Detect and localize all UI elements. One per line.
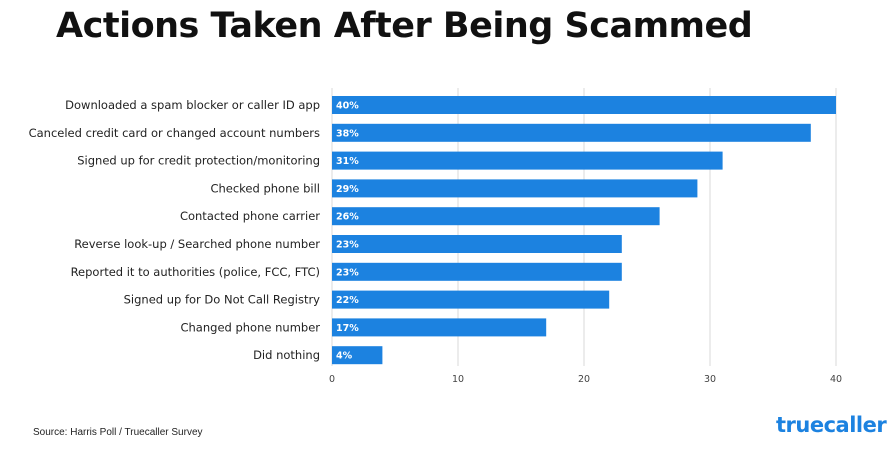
bar-value-label: 22% [336,295,359,306]
category-label: Contacted phone carrier [180,209,320,223]
bar-value-label: 26% [336,212,359,223]
bar-value-label: 31% [336,156,359,167]
x-tick-label: 10 [452,374,464,385]
bar [332,123,811,142]
bar-value-label: 23% [336,267,359,278]
bar [332,151,723,170]
category-label: Reported it to authorities (police, FCC,… [71,265,320,279]
category-label: Downloaded a spam blocker or caller ID a… [65,98,320,112]
bar [332,318,547,337]
bar [332,290,610,309]
bar-value-label: 23% [336,240,359,251]
x-tick-label: 40 [830,374,842,385]
truecaller-logo: truecaller [776,413,887,437]
bar-value-label: 40% [336,101,359,112]
bar [332,235,622,253]
category-label: Checked phone bill [210,181,320,195]
category-label: Signed up for Do Not Call Registry [124,293,321,307]
bar [332,346,383,365]
x-tick-label: 20 [578,374,590,385]
category-label: Reverse look-up / Searched phone number [74,237,320,251]
category-label: Canceled credit card or changed account … [29,126,320,140]
bar-value-label: 17% [336,323,359,334]
bar [332,96,836,114]
x-tick-label: 0 [329,374,335,385]
bars: 40% 38% 31% 29% 26% 23% 23% 22% 17% 4% [332,96,836,365]
category-label: Changed phone number [180,320,320,334]
bar-value-label: 29% [336,184,359,195]
source-note: Source: Harris Poll / Truecaller Survey [33,427,203,438]
bar [332,207,660,226]
category-labels: Downloaded a spam blocker or caller ID a… [29,98,321,362]
category-label: Did nothing [253,348,320,362]
bar-value-label: 38% [336,128,359,139]
x-axis-ticks: 0 10 20 30 40 [329,374,842,385]
bar [332,179,698,198]
bar-value-label: 4% [336,351,353,362]
chart-title: Actions Taken After Being Scammed [56,6,753,46]
x-tick-label: 30 [704,374,716,385]
category-label: Signed up for credit protection/monitori… [77,154,320,168]
bar [332,262,622,281]
